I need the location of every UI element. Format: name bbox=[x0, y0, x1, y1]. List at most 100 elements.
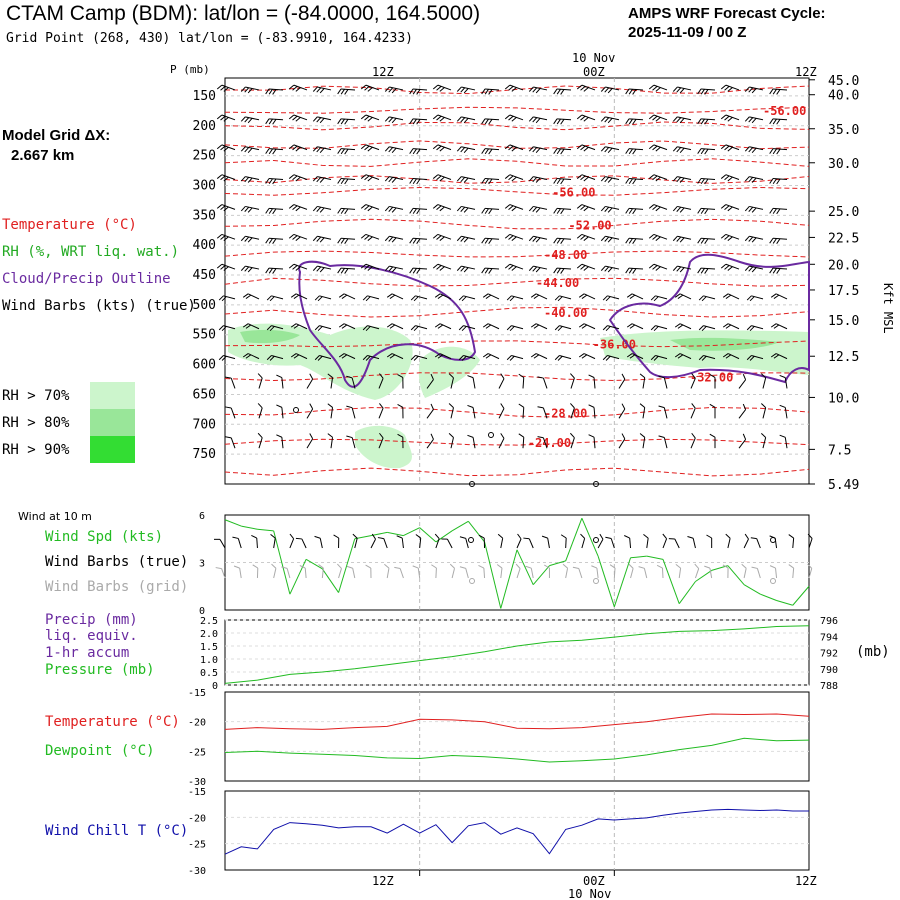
wind-barb-feather bbox=[746, 325, 752, 331]
pressure-tick-label: 200 bbox=[193, 119, 216, 134]
height-tick-label: 12.5 bbox=[828, 350, 859, 365]
wind-barb-feather bbox=[413, 326, 419, 332]
wind-barb-feather bbox=[677, 354, 684, 359]
wind-barb-feather bbox=[270, 533, 276, 539]
wind-barb-feather bbox=[511, 117, 517, 122]
wind-barb-feather bbox=[272, 268, 277, 274]
wind-barb-feather bbox=[632, 148, 637, 155]
precip-tick-label: 1.0 bbox=[200, 655, 218, 666]
wind-barb bbox=[383, 538, 388, 549]
wind-barb bbox=[628, 178, 644, 180]
wind-barb-feather bbox=[583, 117, 589, 122]
wind-barb-feather bbox=[744, 206, 750, 212]
wind-barb-feather bbox=[482, 323, 489, 328]
wind-barb-feather bbox=[412, 178, 417, 185]
wind-barb bbox=[556, 148, 572, 151]
wind-speed-segment bbox=[776, 600, 793, 606]
wind-barb-feather bbox=[337, 563, 342, 569]
wind-barb bbox=[772, 178, 788, 180]
wind-barb-feather bbox=[252, 564, 259, 569]
wind-barb bbox=[223, 295, 236, 300]
wind-barb-feather bbox=[588, 404, 595, 408]
wind-barb-feather bbox=[389, 354, 396, 359]
wind-barb bbox=[304, 567, 307, 579]
wind-barb-feather bbox=[409, 88, 414, 95]
wind-barb bbox=[247, 323, 260, 330]
wind-barb-feather bbox=[247, 118, 253, 124]
wind-barb-feather bbox=[412, 238, 417, 244]
wind-barb bbox=[547, 538, 550, 549]
wind-barb-feather bbox=[556, 238, 561, 244]
wind-barb-feather bbox=[391, 118, 397, 124]
wind-barb bbox=[631, 293, 644, 300]
wind-barb-feather bbox=[360, 144, 367, 150]
wind-barb-feather bbox=[220, 85, 226, 91]
wind-barb bbox=[570, 407, 575, 419]
wind-barb-feather bbox=[314, 295, 320, 301]
wind-barb-feather bbox=[362, 355, 368, 361]
wind-barb-feather bbox=[506, 295, 512, 301]
wind-barb-feather bbox=[652, 85, 658, 91]
wind-barb bbox=[607, 295, 620, 300]
wind-speed-segment bbox=[500, 549, 518, 609]
wind-speed-segment bbox=[565, 517, 583, 562]
wind-barb-feather bbox=[312, 176, 318, 182]
wind-barb bbox=[439, 353, 452, 360]
pressure-unit-label: (mb) bbox=[856, 644, 890, 660]
wind-barb-feather bbox=[604, 236, 610, 242]
wind-barb bbox=[378, 378, 384, 389]
wind-barb-feather bbox=[341, 354, 348, 359]
wind-barb-feather bbox=[478, 534, 485, 539]
wind-barb-feather bbox=[535, 147, 541, 153]
wind-barb bbox=[351, 377, 356, 389]
wind-barb-feather bbox=[533, 354, 540, 359]
wind-barb-feather bbox=[625, 118, 630, 125]
wind-barb-feather bbox=[379, 432, 384, 439]
wind-barb bbox=[516, 538, 522, 549]
wind-barb-feather bbox=[265, 178, 270, 184]
wind-barb-feather bbox=[676, 87, 682, 93]
bottom-date-label: 10 Nov bbox=[568, 887, 611, 900]
wind-barb-feather bbox=[460, 147, 466, 153]
wind-barb-feather bbox=[769, 88, 774, 95]
wind-barb-feather bbox=[459, 566, 466, 569]
wind-barb-feather bbox=[769, 267, 774, 274]
wind-barb-feather bbox=[268, 208, 273, 214]
height-tick-label: 7.5 bbox=[828, 443, 851, 458]
wind-barb bbox=[663, 437, 668, 449]
wind-barb bbox=[223, 355, 236, 360]
wind-barb bbox=[642, 437, 646, 449]
wind-barb-feather bbox=[725, 354, 732, 359]
wind-barb bbox=[271, 355, 284, 360]
wind-barb-feather bbox=[316, 236, 322, 242]
wind-barb-feather bbox=[220, 115, 226, 121]
wind-barb-feather bbox=[364, 205, 370, 211]
wind-barb-feather bbox=[748, 266, 754, 272]
wind-barb-feather bbox=[605, 536, 612, 539]
wind-barb-feather bbox=[658, 405, 665, 409]
wind-barb bbox=[271, 295, 284, 300]
wind-barb-feather bbox=[500, 433, 505, 439]
wind-barb-feather bbox=[701, 296, 707, 302]
wind-barb-feather bbox=[216, 114, 223, 120]
wind-barb-feather bbox=[485, 294, 492, 299]
wind-barb bbox=[281, 377, 284, 389]
wind-barb-feather bbox=[223, 266, 229, 271]
wind-speed-segment bbox=[224, 519, 242, 527]
wind-barb-feather bbox=[560, 238, 565, 244]
wind-barb-feather bbox=[439, 206, 445, 212]
top-date-label: 10 Nov bbox=[572, 51, 615, 65]
wind-barb-feather bbox=[602, 295, 608, 301]
wind-barb-feather bbox=[650, 325, 656, 331]
wind-barb-feather bbox=[629, 324, 636, 329]
wind-barb-feather bbox=[337, 267, 342, 274]
wind-barb-feather bbox=[746, 295, 752, 301]
wind-barb bbox=[700, 267, 716, 270]
legend-wind-barbs-grid: Wind Barbs (grid) bbox=[45, 579, 189, 595]
wind-barb-feather bbox=[553, 148, 558, 154]
rh-region bbox=[228, 323, 413, 400]
wind-barb-feather bbox=[588, 374, 595, 378]
wind-barb-feather bbox=[218, 325, 224, 331]
wind-barb bbox=[535, 293, 548, 300]
wind-barb bbox=[367, 355, 380, 360]
